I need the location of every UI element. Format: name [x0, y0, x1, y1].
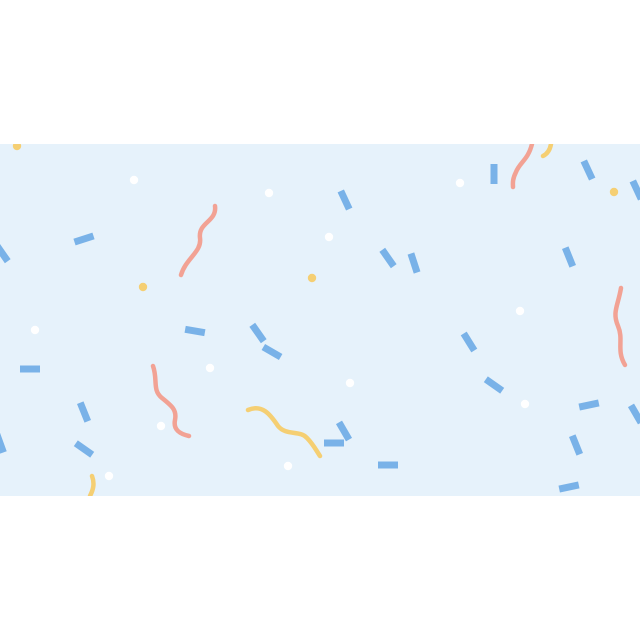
- confetti-squiggle-icon: [87, 473, 96, 496]
- confetti-layer: [0, 144, 640, 496]
- confetti-dot-icon: [307, 273, 317, 283]
- confetti-squiggle-icon: [540, 144, 554, 159]
- confetti-strip-icon: [261, 343, 283, 361]
- confetti-strip-icon: [335, 420, 353, 442]
- confetti-squiggle-icon: [613, 285, 628, 368]
- confetti-strip-icon: [0, 242, 11, 264]
- confetti-strip-icon: [407, 252, 421, 274]
- confetti-strip-icon: [490, 164, 498, 184]
- confetti-strip-icon: [483, 376, 505, 394]
- confetti-dot-icon: [609, 187, 619, 197]
- confetti-dot-icon: [138, 282, 148, 292]
- confetti-dot-icon: [264, 188, 274, 198]
- confetti-dot-icon: [345, 378, 355, 388]
- confetti-strip-icon: [379, 247, 397, 269]
- confetti-strip-icon: [578, 399, 600, 411]
- confetti-strip-icon: [562, 246, 576, 268]
- confetti-strip-icon: [378, 461, 398, 469]
- confetti-dot-icon: [520, 399, 530, 409]
- confetti-strip-icon: [337, 189, 353, 211]
- confetti-dot-icon: [205, 363, 215, 373]
- confetti-strip-icon: [73, 440, 95, 458]
- confetti-dot-icon: [455, 178, 465, 188]
- confetti-squiggle-icon: [178, 203, 218, 278]
- confetti-strip-icon: [184, 325, 206, 337]
- confetti-strip-icon: [569, 434, 583, 456]
- confetti-dot-icon: [30, 325, 40, 335]
- confetti-squiggle-icon: [245, 406, 323, 459]
- confetti-banner: [0, 144, 640, 496]
- confetti-dot-icon: [324, 232, 334, 242]
- confetti-dot-icon: [104, 471, 114, 481]
- confetti-strip-icon: [0, 432, 7, 454]
- confetti-dot-icon: [129, 175, 139, 185]
- confetti-strip-icon: [20, 365, 40, 373]
- confetti-strip-icon: [629, 179, 640, 201]
- confetti-dot-icon: [156, 421, 166, 431]
- confetti-strip-icon: [73, 232, 95, 246]
- confetti-strip-icon: [580, 159, 596, 181]
- confetti-strip-icon: [627, 403, 640, 425]
- confetti-strip-icon: [249, 322, 267, 344]
- confetti-dot-icon: [283, 461, 293, 471]
- confetti-squiggle-icon: [510, 144, 535, 190]
- confetti-dot-icon: [12, 144, 22, 151]
- confetti-strip-icon: [77, 401, 91, 423]
- confetti-strip-icon: [558, 481, 580, 493]
- confetti-dot-icon: [515, 306, 525, 316]
- confetti-strip-icon: [324, 439, 344, 447]
- confetti-strip-icon: [460, 331, 478, 353]
- confetti-squiggle-icon: [150, 363, 192, 439]
